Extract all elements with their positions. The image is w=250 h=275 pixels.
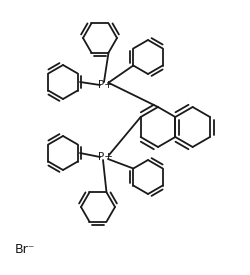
Text: Br⁻: Br⁻ xyxy=(15,243,35,257)
Text: P+: P+ xyxy=(97,80,112,90)
Text: P+: P+ xyxy=(97,152,112,162)
